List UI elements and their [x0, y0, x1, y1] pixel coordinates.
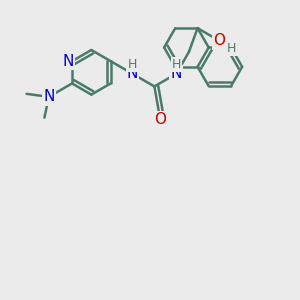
- Text: O: O: [154, 112, 166, 127]
- Text: N: N: [63, 54, 74, 69]
- Text: H: H: [172, 58, 181, 71]
- Text: N: N: [171, 66, 182, 81]
- Text: H: H: [128, 58, 137, 71]
- Text: H: H: [227, 42, 237, 55]
- Text: O: O: [213, 33, 225, 48]
- Text: N: N: [43, 89, 55, 104]
- Text: N: N: [127, 66, 138, 81]
